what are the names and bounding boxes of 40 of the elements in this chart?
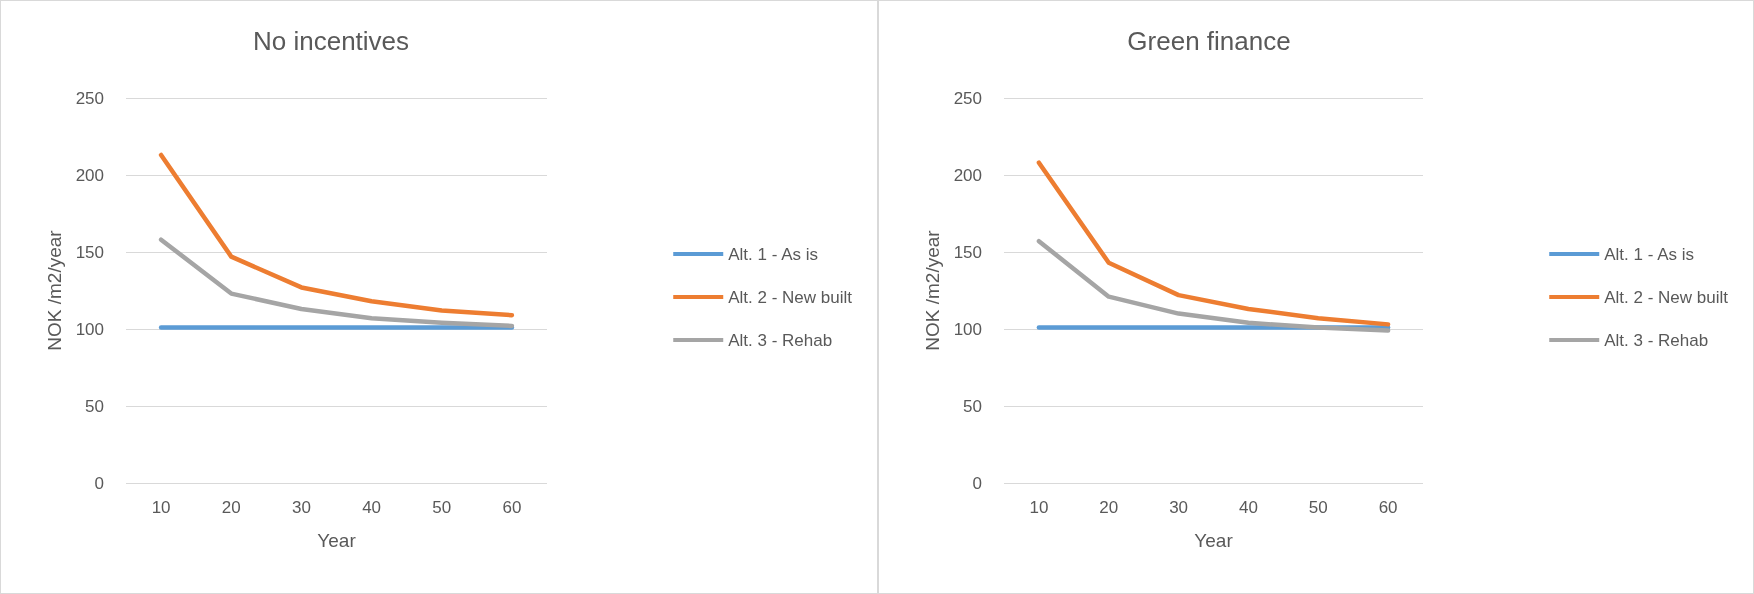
legend-label: Alt. 2 - New built: [1604, 287, 1729, 307]
y-tick-label: 200: [953, 165, 982, 185]
y-tick-label: 250: [953, 88, 982, 108]
legend-label: Alt. 3 - Rehab: [1604, 330, 1709, 350]
y-tick-label: 50: [963, 396, 982, 416]
x-tick-label: 50: [1308, 498, 1328, 517]
x-tick-label: 20: [221, 498, 241, 517]
line-series: [1036, 238, 1391, 333]
y-tick-label: 50: [85, 396, 104, 416]
legend-label: Alt. 1 - As is: [728, 244, 818, 264]
x-tick-label: 10: [151, 498, 171, 517]
x-tick-label: 40: [1238, 498, 1258, 517]
y-tick-label: 100: [953, 319, 982, 339]
y-tick-label: 150: [953, 242, 982, 262]
legend-label: Alt. 2 - New built: [728, 287, 853, 307]
y-tick-label: 200: [75, 165, 104, 185]
x-tick-label: 40: [362, 498, 382, 517]
y-tick-label: 250: [75, 88, 104, 108]
y-tick-label: 150: [75, 242, 104, 262]
legend-label: Alt. 3 - Rehab: [728, 330, 833, 350]
x-tick-label: 50: [432, 498, 452, 517]
chart-title: No incentives: [252, 26, 410, 56]
legend-label: Alt. 1 - As is: [1604, 244, 1694, 264]
y-axis-title: NOK /m2/year: [44, 229, 65, 351]
x-tick-label: 60: [502, 498, 522, 517]
x-tick-label: 10: [1029, 498, 1049, 517]
x-tick-label: 60: [1378, 498, 1398, 517]
x-tick-label: 20: [1099, 498, 1119, 517]
y-tick-label: 0: [94, 473, 104, 493]
line-series: [158, 237, 515, 329]
x-tick-label: 30: [291, 498, 311, 517]
line-series: [1036, 160, 1391, 327]
y-tick-label: 0: [972, 473, 982, 493]
chart-title: Green finance: [1127, 26, 1291, 56]
line-series: [158, 152, 515, 318]
x-axis-title: Year: [317, 530, 357, 551]
x-tick-label: 30: [1169, 498, 1189, 517]
y-tick-label: 100: [75, 319, 104, 339]
y-axis-title: NOK /m2/year: [922, 229, 943, 351]
x-axis-title: Year: [1194, 530, 1234, 551]
